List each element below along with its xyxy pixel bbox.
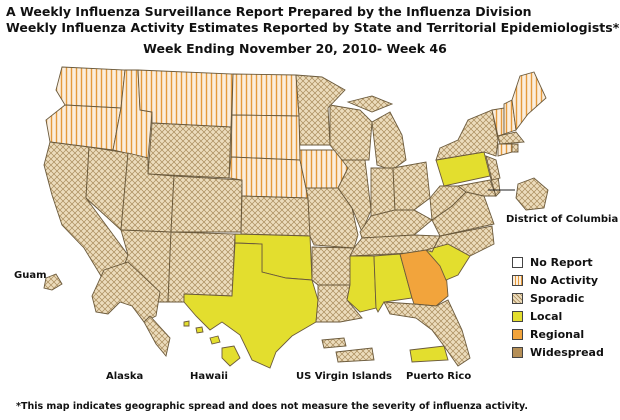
state-wisconsin [329,104,373,161]
state-washington [55,66,126,109]
state-arkansas [311,246,355,286]
legend-swatch-no-report [512,256,523,268]
state-hawaii-oahu [195,326,204,334]
state-massachusetts [497,131,525,145]
territory-usvi-1 [321,337,347,349]
state-minnesota [295,74,346,146]
state-kansas [240,195,311,237]
legend: No Report No Activity Sporadic Local Reg… [512,253,604,361]
legend-label: No Activity [530,273,599,287]
state-connecticut [497,143,513,157]
territory-guam [43,273,63,291]
label-guam: Guam [14,270,47,281]
state-new-jersey [485,155,501,181]
label-dc: District of Columbia [506,214,619,225]
state-south-dakota [230,114,301,161]
legend-swatch-sporadic [512,292,523,304]
title-line-1: A Weekly Influenza Surveillance Report P… [6,4,532,19]
state-mississippi [346,255,377,313]
legend-label: No Report [530,255,593,269]
state-hawaii-kauai [183,320,190,327]
state-florida [383,299,471,367]
label-alaska: Alaska [106,371,144,382]
legend-label: Widespread [530,345,604,359]
state-michigan [371,111,407,171]
legend-no-report: No Report [512,253,604,271]
state-new-york [435,109,499,161]
legend-sporadic: Sporadic [512,289,604,307]
state-north-dakota [231,73,300,117]
legend-local: Local [512,307,604,325]
state-dc-inset [515,177,549,211]
legend-no-activity: No Activity [512,271,604,289]
state-hawaii-main [221,345,241,367]
state-michigan-up [346,95,394,113]
map-subtitle: Week Ending November 20, 2010- Week 46 [143,41,447,56]
legend-swatch-widespread [512,346,523,358]
label-hawaii: Hawaii [190,371,228,382]
state-hawaii-maui [209,335,221,345]
label-usvi: US Virgin Islands [296,371,392,382]
territory-puerto-rico [409,345,449,363]
state-maine [511,71,547,132]
legend-label: Local [530,309,563,323]
legend-regional: Regional [512,325,604,343]
state-texas [183,242,319,369]
label-puerto-rico: Puerto Rico [406,371,472,382]
footnote: *This map indicates geographic spread an… [16,401,528,412]
legend-swatch-no-activity [512,274,523,286]
title-line-2: Weekly Influenza Activity Estimates Repo… [6,20,620,35]
state-new-mexico [167,231,236,303]
legend-label: Sporadic [530,291,585,305]
alaska-panhandle [143,315,171,357]
legend-swatch-regional [512,328,523,340]
state-illinois [337,159,372,234]
state-maryland [456,179,497,197]
state-ohio [392,161,431,211]
state-wyoming [147,122,232,179]
state-alaska [91,261,161,323]
territory-usvi-2 [335,347,375,363]
state-montana [137,69,234,128]
state-rhode-island [511,143,519,153]
legend-swatch-local [512,310,523,322]
legend-label: Regional [530,327,585,341]
state-colorado [170,175,243,233]
state-indiana [370,167,396,217]
legend-widespread: Widespread [512,343,604,361]
